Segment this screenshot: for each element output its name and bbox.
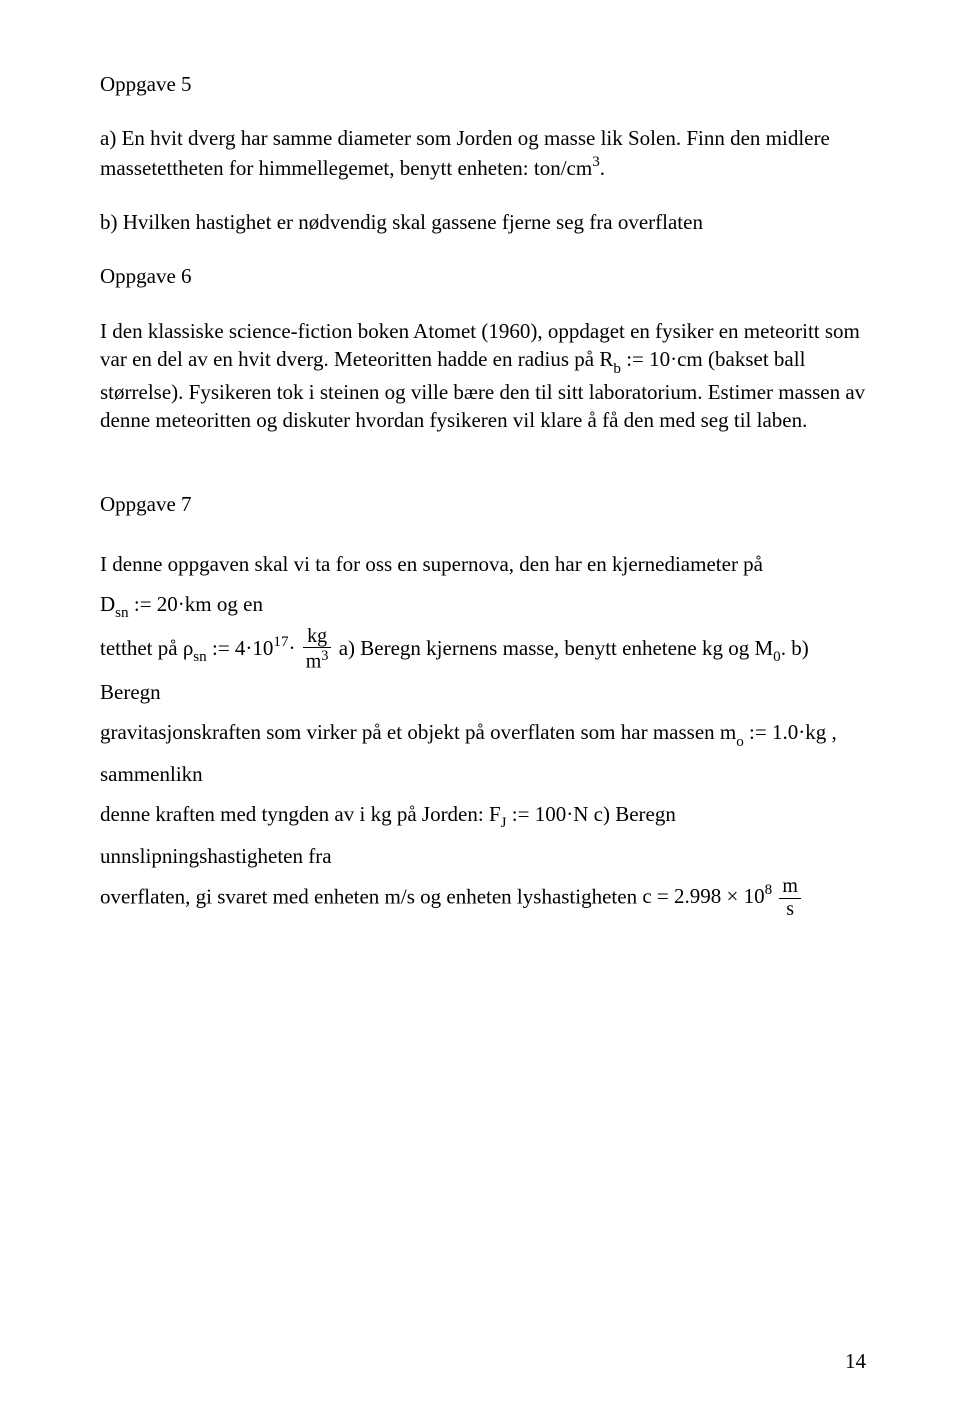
- opp7-l5-pre: overflaten, gi svaret med enheten m/s og…: [100, 884, 642, 908]
- rho-dot: ·: [289, 636, 296, 660]
- frac-m-s: m s: [779, 877, 801, 920]
- oppgave5-a: a) En hvit dverg har samme diameter som …: [100, 124, 870, 182]
- math-dsn: Dsn := 20·km: [100, 592, 217, 616]
- fj-assign: := 100·N: [507, 802, 589, 826]
- oppgave5-b: b) Hvilken hastighet er nødvendig skal g…: [100, 208, 870, 236]
- math-c: c = 2.998 × 108 m s: [642, 884, 803, 908]
- oppgave6-body: I den klassiske science-fiction boken At…: [100, 317, 870, 435]
- rho-exp: 17: [273, 634, 288, 650]
- frac-ms-num: m: [779, 877, 801, 899]
- heading-oppgave-7: Oppgave 7: [100, 490, 870, 518]
- rho-assign-pre: := 4·10: [207, 636, 274, 660]
- opp7-l1-post: og en: [217, 592, 263, 616]
- frac-den-exp: 3: [321, 648, 328, 664]
- c-sym: c: [642, 884, 651, 908]
- page-number: 14: [845, 1347, 866, 1375]
- mo-sym: m: [720, 720, 736, 744]
- mo-assign: := 1.0·kg: [744, 720, 826, 744]
- math-rb: Rb := 10·cm: [599, 347, 708, 371]
- math-fj: FJ := 100·N: [489, 802, 594, 826]
- fj-sym: F: [489, 802, 501, 826]
- dsn-sub: sn: [115, 605, 128, 621]
- math-mo: mo := 1.0·kg: [720, 720, 832, 744]
- oppgave7-body: I denne oppgaven skal vi ta for oss en s…: [100, 545, 870, 920]
- frac-kg-num: kg: [303, 627, 332, 649]
- m0-sub: 0: [773, 649, 781, 665]
- mo-sub: o: [736, 734, 744, 750]
- heading-oppgave-5: Oppgave 5: [100, 70, 870, 98]
- opp7-l4-pre: denne kraften med tyngden av i kg på Jor…: [100, 802, 489, 826]
- rb-sym: R: [599, 347, 613, 371]
- rb-sub: b: [613, 361, 621, 377]
- c-eq: = 2.998 × 10: [652, 884, 765, 908]
- opp5-a-exp: 3: [592, 154, 600, 170]
- rb-assign: := 10·cm: [621, 347, 703, 371]
- frac-kg-den: m3: [303, 648, 332, 673]
- frac-kg-m3: kg m3: [303, 627, 332, 674]
- opp5-a-post: .: [600, 156, 605, 180]
- dsn-assign: := 20·km: [129, 592, 212, 616]
- opp7-l1-pre: I denne oppgaven skal vi ta for oss en s…: [100, 552, 763, 576]
- opp7-l3-pre: gravitasjonskraften som virker på et obj…: [100, 720, 720, 744]
- rho-sym: ρ: [183, 636, 193, 660]
- opp5-a-text: a) En hvit dverg har samme diameter som …: [100, 126, 830, 179]
- fj-sub: J: [501, 815, 507, 831]
- c-exp: 8: [765, 882, 773, 898]
- math-rho: ρsn := 4·1017· kg m3: [183, 636, 339, 660]
- rho-sub: sn: [193, 649, 206, 665]
- frac-den-base: m: [306, 651, 322, 673]
- opp7-l2-mid: a) Beregn kjernens masse, benytt enheten…: [339, 636, 773, 660]
- dsn-sym: D: [100, 592, 115, 616]
- opp7-l2-pre: tetthet på: [100, 636, 183, 660]
- heading-oppgave-6: Oppgave 6: [100, 262, 870, 290]
- frac-ms-den: s: [779, 899, 801, 920]
